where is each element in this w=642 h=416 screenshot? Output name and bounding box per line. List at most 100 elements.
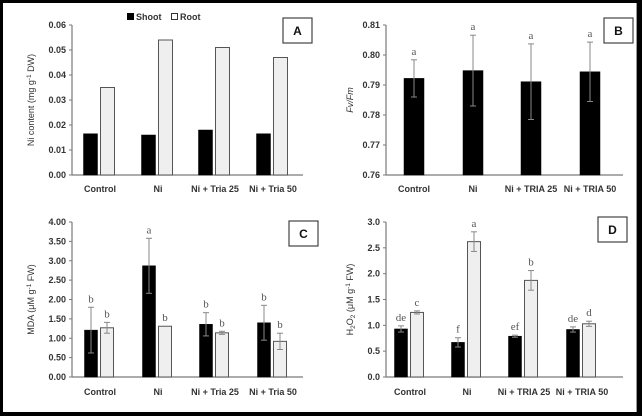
legend-root-label: Root [180,12,201,22]
root-bar [216,333,229,377]
significance-letter: b [528,257,534,269]
shoot-bar [395,329,408,377]
y-tick-label: 2.00 [48,295,66,305]
x-category-label: Ni [469,184,478,194]
x-category-label: Ni + TRIA 25 [505,184,557,194]
significance-letter: ef [511,321,520,333]
y-tick-label: 0.78 [362,110,380,120]
y-tick-label: 0.81 [362,20,380,30]
y-tick-label: 1.0 [367,320,380,330]
shoot-bar [84,134,98,175]
y-tick-label: 0.0 [367,372,380,382]
y-tick-label: 3.0 [367,217,380,227]
shoot-bar [452,342,465,377]
x-category-label: Control [398,184,430,194]
root-bar [159,326,172,377]
y-tick-label: 0.03 [48,95,66,105]
y-axis-title-part: Fv/Fm [345,87,355,113]
shoot-bar [199,130,213,175]
significance-letter: b [277,319,283,331]
y-tick-label: 3.00 [48,256,66,266]
root-bar [525,280,538,377]
y-tick-label: 0.79 [362,80,380,90]
significance-letter: b [261,291,267,303]
y-axis-title: Fv/Fm [345,87,355,113]
y-tick-label: 0.02 [48,120,66,130]
y-axis-title-part: DW) [26,54,36,75]
y-axis-title-part: FW) [345,264,355,284]
significance-letter: a [471,21,476,33]
significance-letter: b [203,299,209,311]
y-tick-label: 1.00 [48,333,66,343]
x-category-label: Ni [154,184,163,194]
y-tick-label: 0.80 [362,50,380,60]
x-category-label: Ni + TRIA 25 [498,387,550,397]
significance-letter: a [588,28,593,40]
root-bar [101,88,115,176]
y-axis-title: Ni content (mg g-1 DW) [26,54,36,146]
x-category-label: Ni [463,387,472,397]
x-category-label: Control [84,387,116,397]
y-tick-label: 1.5 [367,295,380,305]
y-tick-label: 4.00 [48,217,66,227]
y-tick-label: 2.0 [367,269,380,279]
root-bar [101,328,114,377]
shoot-bar [257,134,271,175]
y-tick-label: 1.50 [48,314,66,324]
y-tick-label: 0.5 [367,346,380,356]
y-tick-label: 0.00 [48,372,66,382]
significance-letter: a [529,30,534,42]
y-axis-title-part: (μM g [345,289,355,315]
significance-letter: d [586,307,592,319]
y-tick-label: 2.50 [48,275,66,285]
legend-shoot-label: Shoot [136,12,162,22]
significance-letter: de [568,313,579,325]
y-axis-title: H2O2 (μM g-1 FW) [345,264,357,336]
root-bar [583,324,596,377]
panel-label: C [299,227,308,241]
root-bar [468,242,481,377]
significance-letter: b [219,317,225,329]
shoot-bar [509,336,522,377]
x-category-label: Ni + Tria 50 [249,184,297,194]
y-tick-label: 0.50 [48,353,66,363]
x-category-label: Ni + Tria 25 [191,387,239,397]
root-bar [274,58,288,176]
x-category-label: Control [394,387,426,397]
legend-root-swatch [172,14,178,20]
y-axis-title-part: O [345,318,355,325]
shoot-bar [567,329,580,377]
significance-letter: f [456,324,460,336]
panel-label: D [608,223,617,237]
root-bar [411,312,424,377]
y-tick-label: 0.00 [48,170,66,180]
y-tick-label: 0.01 [48,145,66,155]
significance-letter: de [396,312,407,324]
y-axis-title: MDA (μM g-1 FW) [26,264,36,334]
x-category-label: Control [84,184,116,194]
x-category-label: Ni + TRIA 50 [564,184,616,194]
y-axis-title-part: MDA (μM g [26,290,36,335]
x-category-label: Ni [154,387,163,397]
y-tick-label: 0.77 [362,140,380,150]
x-category-label: Ni + TRIA 50 [556,387,608,397]
y-tick-label: 3.50 [48,236,66,246]
y-tick-label: 0.05 [48,45,66,55]
shoot-bar [142,135,156,175]
significance-letter: a [147,224,152,236]
root-bar [159,40,173,175]
panel-label: B [614,24,623,38]
y-tick-label: 2.5 [367,243,380,253]
significance-letter: a [472,218,477,230]
y-tick-label: 0.06 [48,20,66,30]
x-category-label: Ni + Tria 50 [249,387,297,397]
y-axis-title-part: FW) [26,264,36,284]
panel-label: A [293,24,302,38]
root-bar [216,48,230,176]
y-tick-label: 0.04 [48,70,66,80]
y-axis-title-part: Ni content (mg g [26,80,36,146]
y-tick-label: 0.76 [362,170,380,180]
significance-letter: b [88,293,94,305]
significance-letter: c [415,297,420,309]
